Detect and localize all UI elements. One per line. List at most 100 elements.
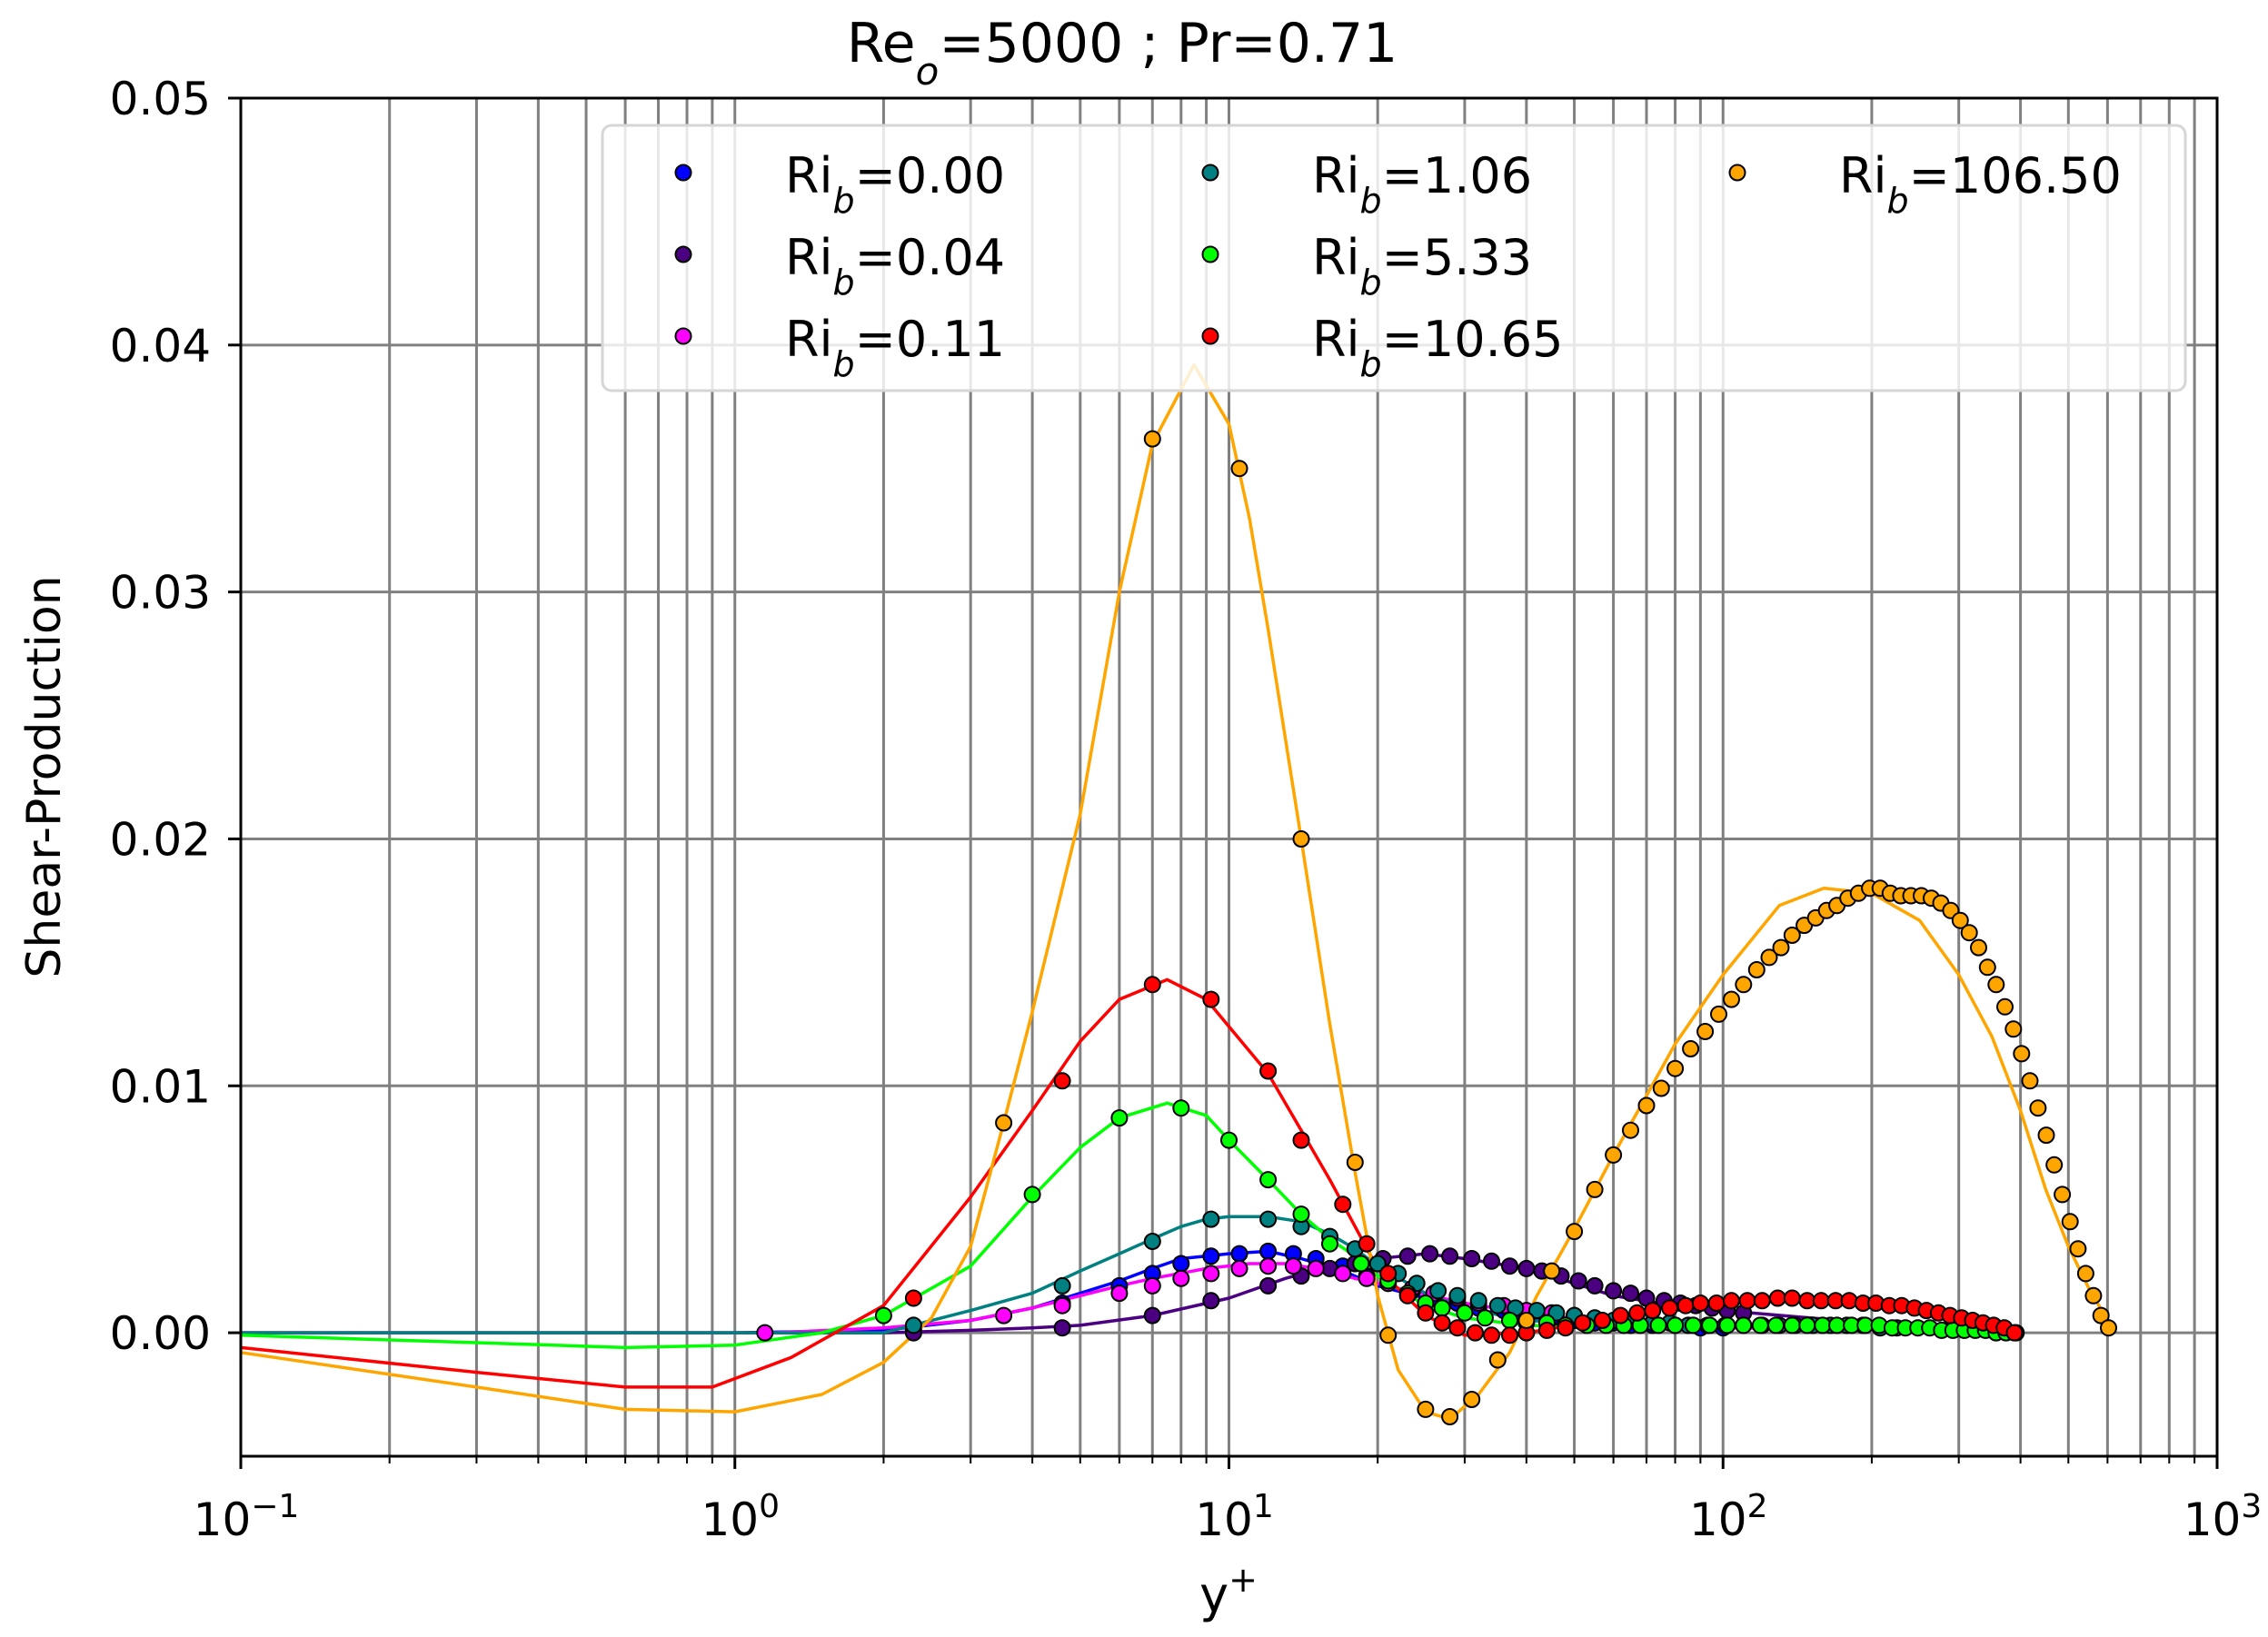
data-point xyxy=(1110,1109,1129,1127)
data-point xyxy=(1753,1292,1771,1310)
series-markers xyxy=(756,430,2117,1425)
data-point xyxy=(2004,1020,2023,1038)
legend-marker xyxy=(1201,245,1219,263)
data-point xyxy=(1605,1146,1623,1164)
data-point xyxy=(1537,1321,1556,1339)
data-point xyxy=(1334,1196,1352,1214)
data-point xyxy=(1798,1316,1816,1334)
data-point xyxy=(1379,1265,1398,1283)
x-tick-label: 101 xyxy=(1195,1488,1274,1547)
data-point xyxy=(1666,1059,1685,1077)
data-point xyxy=(1456,1304,1474,1322)
data-point xyxy=(1696,1023,1715,1040)
chart-title: Reo=5000 ; Pr=0.71 xyxy=(847,12,1398,94)
legend-marker xyxy=(1201,164,1219,182)
x-tick-label: 103 xyxy=(2183,1488,2263,1547)
data-point xyxy=(1644,1302,1662,1320)
data-point xyxy=(1682,1040,1700,1057)
data-point xyxy=(1172,1255,1190,1273)
x-tick-label: 100 xyxy=(701,1488,780,1547)
data-point xyxy=(1738,1292,1756,1310)
data-point xyxy=(1723,1292,1740,1310)
data-point xyxy=(1292,830,1310,848)
data-point xyxy=(1417,1400,1435,1418)
data-point xyxy=(1448,1319,1467,1337)
data-point xyxy=(1483,1326,1500,1344)
data-point xyxy=(1723,990,1740,1008)
data-point xyxy=(2092,1306,2110,1324)
data-point xyxy=(1469,1292,1487,1310)
data-point xyxy=(1527,1302,1546,1320)
data-point xyxy=(2029,1099,2047,1117)
data-point xyxy=(1783,1289,1801,1307)
data-point xyxy=(1605,1282,1623,1300)
series-curve xyxy=(240,362,2109,1421)
data-point xyxy=(1346,1154,1364,1171)
data-point xyxy=(2076,1265,2094,1283)
data-point xyxy=(1718,1316,1736,1334)
data-point xyxy=(1661,1299,1679,1317)
data-point xyxy=(1202,1292,1220,1310)
data-point xyxy=(904,1316,922,1334)
data-point xyxy=(995,1306,1013,1324)
legend-label: Rib=0.11 xyxy=(785,311,1005,384)
data-point xyxy=(1259,1257,1278,1275)
data-point xyxy=(1202,1247,1220,1265)
data-point xyxy=(1259,1171,1278,1189)
data-point xyxy=(1259,1062,1278,1080)
data-point xyxy=(1292,1205,1310,1224)
data-point xyxy=(1767,1316,1785,1334)
legend-label: Rib=106.50 xyxy=(1839,147,2122,221)
data-point xyxy=(1358,1235,1376,1253)
legend-label: Rib=0.00 xyxy=(785,147,1005,221)
legend-label: Rib=1.06 xyxy=(1312,147,1532,221)
data-point xyxy=(1684,1316,1702,1334)
data-point xyxy=(1429,1282,1447,1300)
data-point xyxy=(1172,1099,1190,1117)
data-point xyxy=(1501,1312,1518,1329)
data-point xyxy=(2054,1186,2072,1204)
data-point xyxy=(1691,1295,1709,1312)
data-point xyxy=(1463,1391,1481,1408)
data-point xyxy=(1230,1259,1248,1277)
y-axis-label: Shear-Production xyxy=(17,575,72,977)
data-point xyxy=(1710,1005,1727,1023)
legend-label: Rib=5.33 xyxy=(1312,229,1532,303)
legend-marker xyxy=(1728,164,1746,182)
data-point xyxy=(1433,1314,1451,1332)
data-point xyxy=(1441,1247,1459,1265)
data-point xyxy=(2005,1324,2024,1342)
data-point xyxy=(1666,1316,1685,1334)
data-point xyxy=(1970,938,1987,957)
x-axis-label: y+ xyxy=(1199,1560,1258,1623)
data-point xyxy=(1259,1276,1278,1295)
data-point xyxy=(1202,1265,1220,1283)
data-point xyxy=(2069,1240,2087,1258)
data-point xyxy=(1110,1285,1129,1303)
data-point xyxy=(1172,1269,1190,1287)
y-tick-label: 0.00 xyxy=(110,1307,211,1360)
data-point xyxy=(1557,1319,1575,1337)
data-point xyxy=(1053,1319,1071,1337)
data-point xyxy=(1220,1131,1238,1149)
data-point xyxy=(1368,1255,1387,1273)
data-point xyxy=(1307,1259,1325,1277)
data-point xyxy=(1840,1292,1858,1310)
data-point xyxy=(1594,1312,1611,1329)
data-point xyxy=(2100,1319,2117,1337)
data-point xyxy=(1637,1096,1656,1115)
data-point xyxy=(1760,948,1778,967)
data-point xyxy=(1622,1285,1639,1303)
data-point xyxy=(1517,1312,1536,1329)
data-point xyxy=(1996,997,2014,1016)
data-point xyxy=(1476,1309,1494,1327)
data-point xyxy=(1284,1257,1302,1275)
data-point xyxy=(1772,938,1790,957)
data-point xyxy=(1143,1276,1161,1295)
legend-label: Rib=0.04 xyxy=(785,229,1005,303)
data-point xyxy=(1543,1262,1561,1280)
data-point xyxy=(1448,1286,1467,1305)
data-point xyxy=(1611,1306,1629,1324)
y-tick-label: 0.02 xyxy=(110,813,211,866)
